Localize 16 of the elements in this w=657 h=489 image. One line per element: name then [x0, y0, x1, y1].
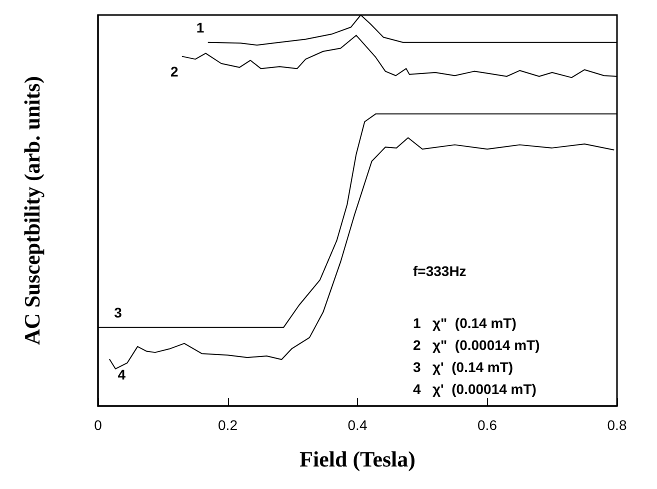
x-tick-label: 0.4 — [348, 417, 368, 433]
annotation: 1 χ" (0.14 mT) — [413, 315, 516, 331]
series-label: 1 — [196, 19, 204, 36]
annotation: 3 χ' (0.14 mT) — [413, 359, 514, 375]
y-axis-title: AC Susceptbility (arb. units) — [20, 76, 44, 345]
x-axis-title: Field (Tesla) — [300, 446, 416, 472]
x-tick-label: 0 — [94, 417, 102, 433]
annotation: 2 χ" (0.00014 mT) — [413, 337, 540, 353]
series-label: 3 — [114, 304, 122, 320]
x-tick-label: 0.8 — [607, 417, 627, 433]
annotation: 4 χ' (0.00014 mT) — [413, 381, 536, 397]
x-tick-label: 0.2 — [218, 417, 238, 433]
series-label: 4 — [118, 366, 126, 382]
annotation: f=333Hz — [413, 263, 466, 279]
series-label: 2 — [170, 63, 178, 80]
x-tick-label: 0.6 — [478, 417, 498, 433]
